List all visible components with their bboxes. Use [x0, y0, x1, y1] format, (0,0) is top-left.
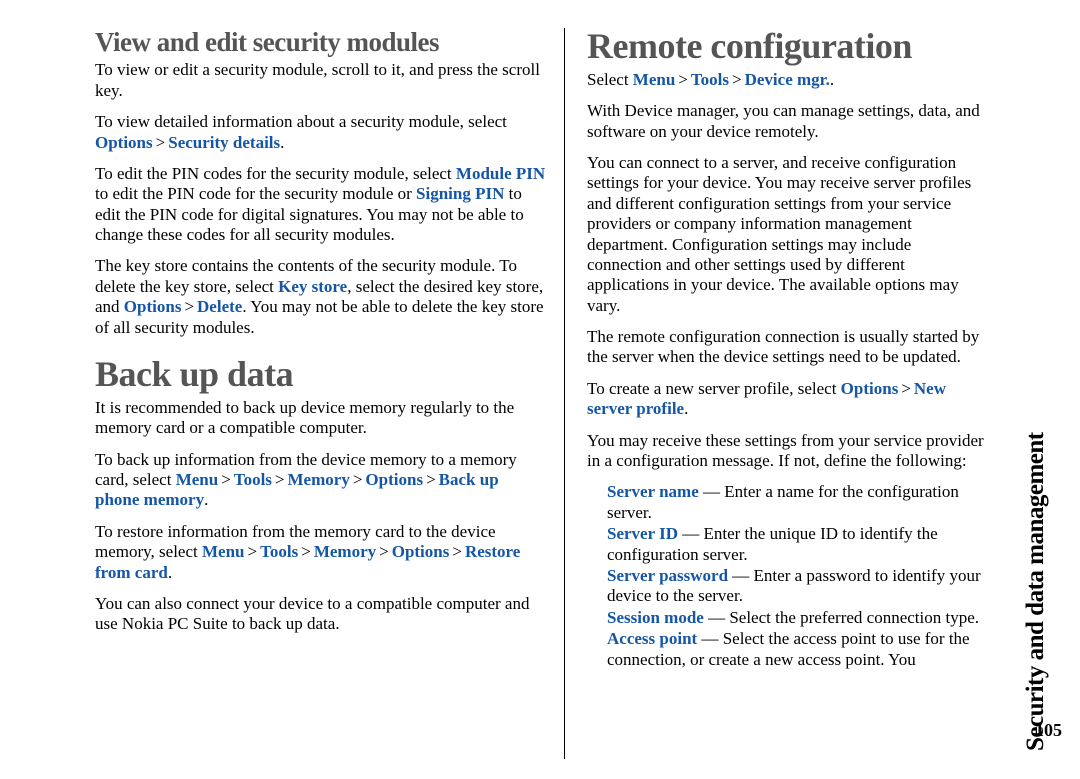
keyword-security-details: Security details [168, 133, 280, 152]
def-access-point: Access point — Select the access point t… [607, 629, 990, 670]
keyword-server-id: Server ID [607, 524, 678, 543]
keyword-delete: Delete [197, 297, 242, 316]
paragraph: Select Menu>Tools>Device mgr.. [587, 70, 990, 90]
paragraph: To back up information from the device m… [95, 450, 546, 511]
text: To edit the PIN codes for the security m… [95, 164, 456, 183]
text: . [830, 70, 834, 89]
keyword-memory: Memory [288, 470, 350, 489]
keyword-session-mode: Session mode [607, 608, 704, 627]
keyword-tools: Tools [691, 70, 729, 89]
separator: > [245, 542, 261, 561]
keyword-options: Options [95, 133, 153, 152]
text: . [204, 490, 208, 509]
keyword-access-point: Access point [607, 629, 697, 648]
def-server-id: Server ID — Enter the unique ID to ident… [607, 524, 990, 565]
paragraph: You can also connect your device to a co… [95, 594, 546, 635]
paragraph: To edit the PIN codes for the security m… [95, 164, 546, 246]
manual-page: View and edit security modules To view o… [0, 0, 1080, 779]
separator: > [675, 70, 691, 89]
right-inner: Remote configuration Select Menu>Tools>D… [587, 28, 1038, 670]
paragraph: To view detailed information about a sec… [95, 112, 546, 153]
page-number: 105 [1035, 720, 1062, 741]
paragraph: The key store contains the contents of t… [95, 256, 546, 338]
side-tab-title: Security and data management [1022, 28, 1062, 751]
separator: > [272, 470, 288, 489]
separator: > [423, 470, 439, 489]
left-column: View and edit security modules To view o… [95, 28, 565, 759]
text: To view detailed information about a sec… [95, 112, 507, 131]
keyword-menu: Menu [633, 70, 676, 89]
heading-remote-configuration: Remote configuration [587, 28, 990, 66]
separator: > [153, 133, 169, 152]
keyword-server-name: Server name [607, 482, 699, 501]
def-server-password: Server password — Enter a password to id… [607, 566, 990, 607]
keyword-options: Options [124, 297, 182, 316]
separator: > [449, 542, 465, 561]
keyword-key-store: Key store [278, 277, 347, 296]
paragraph: The remote configuration connection is u… [587, 327, 990, 368]
keyword-options: Options [841, 379, 899, 398]
def-session-mode: Session mode — Select the preferred conn… [607, 608, 990, 628]
paragraph: It is recommended to back up device memo… [95, 398, 546, 439]
keyword-module-pin: Module PIN [456, 164, 545, 183]
heading-security-modules: View and edit security modules [95, 28, 546, 56]
text: Select [587, 70, 633, 89]
paragraph: With Device manager, you can manage sett… [587, 101, 990, 142]
keyword-signing-pin: Signing PIN [416, 184, 504, 203]
keyword-menu: Menu [202, 542, 245, 561]
heading-back-up-data: Back up data [95, 356, 546, 394]
definition-list: Server name — Enter a name for the confi… [587, 482, 990, 670]
text: to edit the PIN code for the security mo… [95, 184, 416, 203]
keyword-device-mgr: Device mgr. [745, 70, 830, 89]
separator: > [376, 542, 392, 561]
keyword-tools: Tools [234, 470, 272, 489]
paragraph: You may receive these settings from your… [587, 431, 990, 472]
text: . [168, 563, 172, 582]
separator: > [298, 542, 314, 561]
keyword-server-password: Server password [607, 566, 728, 585]
text: — Select the preferred connection type. [704, 608, 979, 627]
separator: > [898, 379, 914, 398]
keyword-options: Options [365, 470, 423, 489]
paragraph: To create a new server profile, select O… [587, 379, 990, 420]
keyword-tools: Tools [260, 542, 298, 561]
text: . [280, 133, 284, 152]
paragraph: To view or edit a security module, scrol… [95, 60, 546, 101]
text: . [684, 399, 688, 418]
keyword-options: Options [392, 542, 450, 561]
separator: > [218, 470, 234, 489]
def-server-name: Server name — Enter a name for the confi… [607, 482, 990, 523]
keyword-menu: Menu [176, 470, 219, 489]
separator: > [350, 470, 366, 489]
separator: > [181, 297, 197, 316]
right-column: Remote configuration Select Menu>Tools>D… [565, 28, 1060, 759]
paragraph: You can connect to a server, and receive… [587, 153, 990, 316]
paragraph: To restore information from the memory c… [95, 522, 546, 583]
text: To create a new server profile, select [587, 379, 841, 398]
separator: > [729, 70, 745, 89]
keyword-memory: Memory [314, 542, 376, 561]
